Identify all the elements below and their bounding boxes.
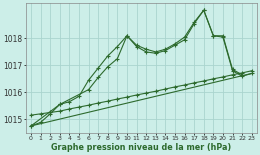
- X-axis label: Graphe pression niveau de la mer (hPa): Graphe pression niveau de la mer (hPa): [51, 143, 231, 152]
